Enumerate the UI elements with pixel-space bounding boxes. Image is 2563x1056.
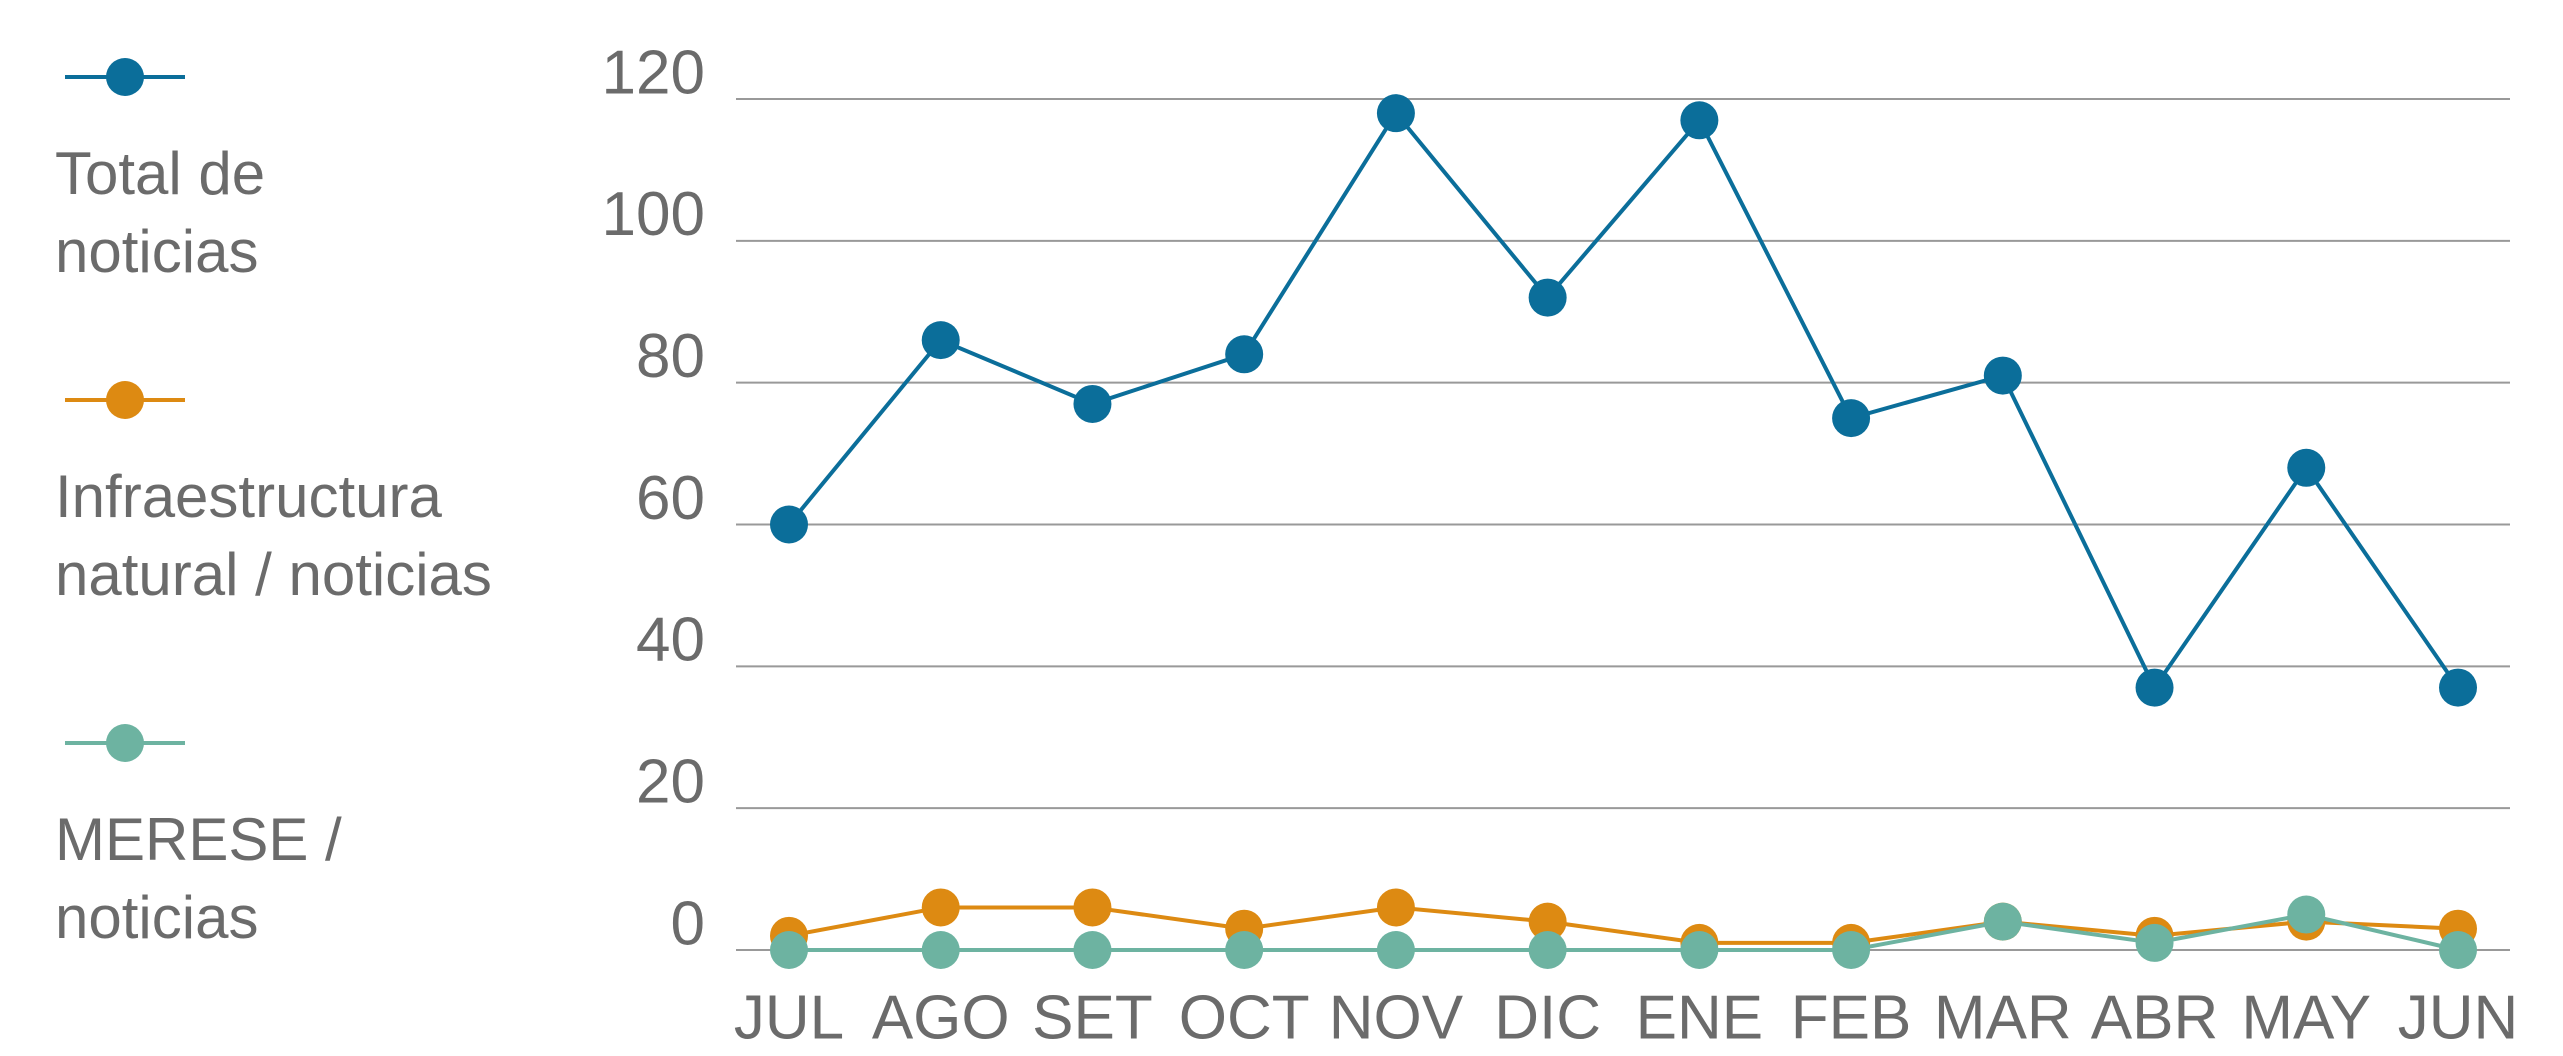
point	[1680, 101, 1719, 140]
x-tick-label: OCT	[1179, 983, 1310, 1052]
x-tick-label: MAR	[1934, 983, 2072, 1052]
y-tick-label: 80	[636, 322, 705, 391]
point	[1376, 94, 1415, 133]
legend-marker	[106, 381, 144, 419]
point	[1225, 335, 1264, 374]
x-tick-label: ABR	[2091, 983, 2218, 1052]
point	[1376, 888, 1415, 927]
point	[2135, 923, 2174, 962]
point	[1528, 902, 1567, 941]
x-tick-label: DIC	[1494, 983, 1601, 1052]
y-tick-label: 120	[602, 38, 705, 107]
point	[1680, 931, 1719, 969]
y-tick-label: 0	[671, 889, 705, 958]
point	[1073, 384, 1112, 423]
point	[1832, 931, 1871, 969]
legend-label: MERESE / noticias	[55, 806, 342, 951]
point	[1983, 902, 2022, 941]
point	[1073, 931, 1112, 969]
point	[2135, 668, 2174, 707]
x-tick-label: JUL	[734, 983, 844, 1052]
y-tick-label: 60	[636, 464, 705, 533]
legend-label: Total de noticias	[55, 140, 266, 285]
y-tick-label: 100	[602, 180, 705, 249]
point	[921, 321, 960, 360]
point	[1528, 931, 1567, 969]
legend-marker	[106, 724, 144, 762]
legend-marker	[106, 58, 144, 96]
point	[1073, 888, 1112, 927]
point	[770, 931, 808, 969]
x-tick-label: ENE	[1636, 983, 1763, 1052]
point	[2287, 895, 2326, 934]
series-line	[788, 905, 2459, 945]
point	[770, 505, 808, 544]
series-line	[789, 912, 2459, 952]
x-tick-label: AGO	[872, 983, 1010, 1052]
point	[921, 931, 960, 969]
point	[2439, 668, 2477, 707]
point	[1983, 356, 2022, 395]
point	[921, 888, 960, 927]
x-tick-label: FEB	[1791, 983, 1912, 1052]
y-tick-label: 20	[636, 748, 705, 817]
point	[2439, 931, 2477, 969]
point	[1376, 931, 1415, 969]
y-tick-label: 40	[636, 606, 705, 675]
point	[2287, 448, 2326, 487]
point	[1528, 278, 1567, 317]
x-tick-label: MAY	[2241, 983, 2371, 1052]
x-tick-label: NOV	[1329, 983, 1464, 1052]
point	[1225, 931, 1264, 969]
x-tick-label: JUN	[2398, 983, 2519, 1052]
series-line	[787, 109, 2460, 692]
point	[1832, 399, 1871, 438]
x-tick-label: SET	[1032, 983, 1153, 1052]
legend-label: Infraestructura natural / noticias	[55, 463, 492, 608]
